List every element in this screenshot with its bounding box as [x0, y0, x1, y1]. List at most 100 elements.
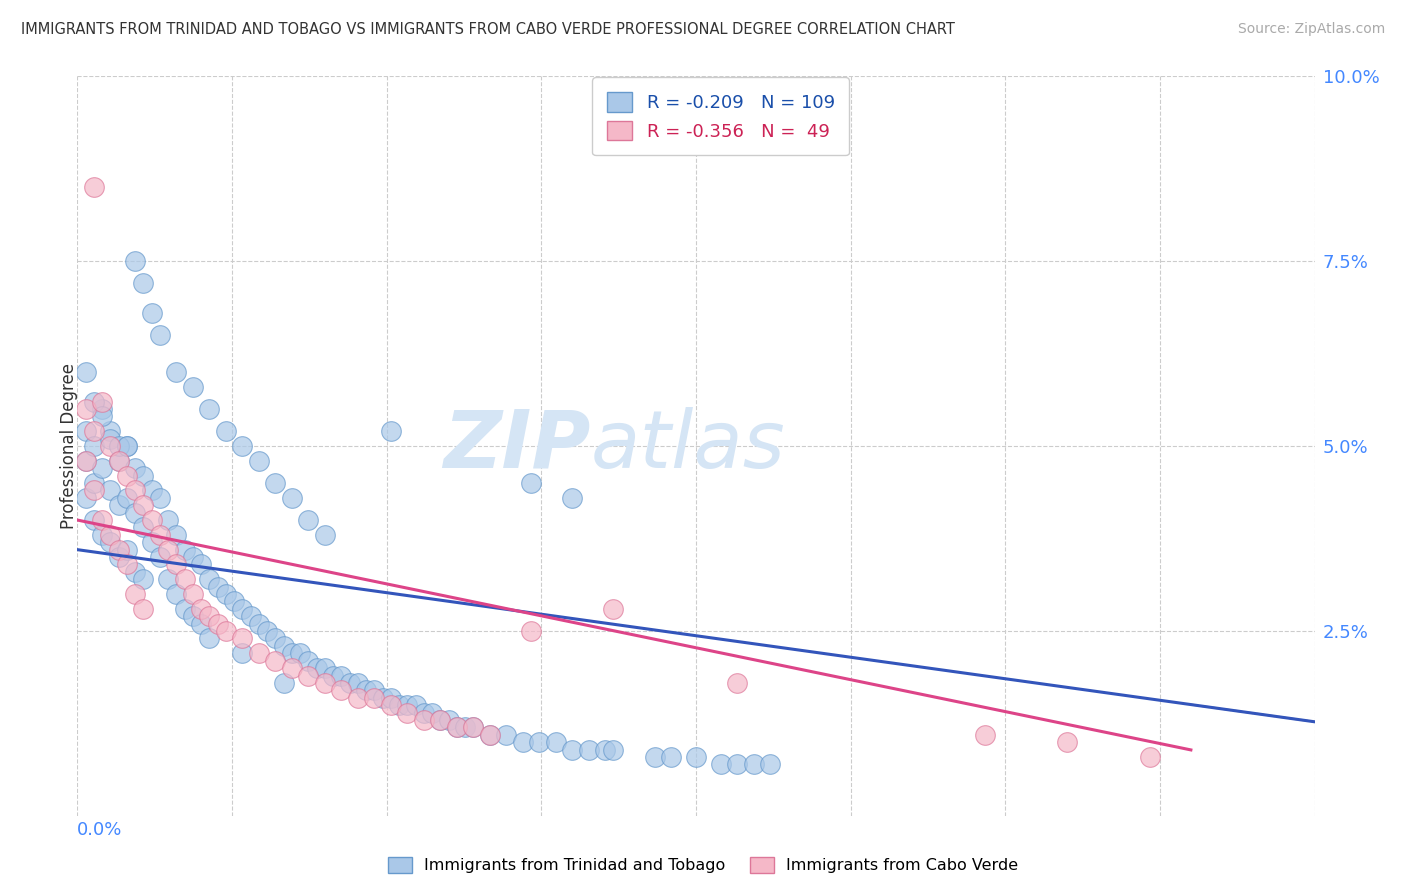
- Point: [273, 639, 295, 653]
- Point: [91, 513, 114, 527]
- Point: [264, 476, 287, 491]
- Point: [231, 602, 253, 616]
- Point: [198, 572, 221, 586]
- Point: [463, 720, 485, 734]
- Point: [115, 439, 138, 453]
- Legend: Immigrants from Trinidad and Tobago, Immigrants from Cabo Verde: Immigrants from Trinidad and Tobago, Imm…: [381, 850, 1025, 880]
- Point: [264, 632, 287, 646]
- Point: [83, 483, 105, 498]
- Point: [75, 454, 97, 468]
- Point: [91, 409, 114, 424]
- Point: [463, 720, 485, 734]
- Point: [98, 535, 121, 549]
- Point: [346, 676, 368, 690]
- Point: [420, 706, 443, 720]
- Point: [83, 439, 105, 453]
- Point: [231, 632, 253, 646]
- Point: [98, 528, 121, 542]
- Point: [363, 690, 385, 705]
- Point: [107, 542, 129, 557]
- Point: [239, 609, 262, 624]
- Point: [98, 483, 121, 498]
- Point: [181, 380, 204, 394]
- Point: [115, 468, 138, 483]
- Point: [75, 424, 97, 438]
- Point: [75, 454, 97, 468]
- Point: [165, 365, 187, 379]
- Point: [380, 698, 402, 712]
- Point: [222, 594, 245, 608]
- Point: [602, 742, 624, 756]
- Point: [91, 461, 114, 475]
- Point: [346, 690, 368, 705]
- Point: [273, 676, 295, 690]
- Point: [281, 491, 304, 505]
- Point: [215, 624, 238, 639]
- Point: [520, 476, 543, 491]
- Point: [388, 698, 411, 712]
- Point: [478, 728, 501, 742]
- Point: [512, 735, 534, 749]
- Point: [1139, 750, 1161, 764]
- Point: [446, 720, 468, 734]
- Point: [124, 461, 146, 475]
- Point: [124, 253, 146, 268]
- Point: [75, 491, 97, 505]
- Point: [297, 654, 319, 668]
- Point: [149, 528, 172, 542]
- Point: [141, 483, 163, 498]
- Point: [429, 713, 451, 727]
- Point: [231, 646, 253, 660]
- Point: [380, 690, 402, 705]
- Point: [157, 542, 180, 557]
- Text: 0.0%: 0.0%: [77, 822, 122, 839]
- Point: [141, 306, 163, 320]
- Point: [157, 572, 180, 586]
- Point: [181, 609, 204, 624]
- Point: [115, 558, 138, 572]
- Point: [520, 624, 543, 639]
- Point: [132, 602, 155, 616]
- Point: [75, 365, 97, 379]
- Point: [83, 179, 105, 194]
- Point: [396, 706, 419, 720]
- Point: [124, 483, 146, 498]
- Point: [429, 713, 451, 727]
- Point: [190, 602, 212, 616]
- Point: [190, 616, 212, 631]
- Point: [330, 683, 353, 698]
- Point: [207, 616, 229, 631]
- Point: [91, 528, 114, 542]
- Point: [314, 676, 336, 690]
- Point: [157, 513, 180, 527]
- Point: [529, 735, 551, 749]
- Point: [115, 439, 138, 453]
- Point: [98, 424, 121, 438]
- Point: [132, 498, 155, 512]
- Point: [578, 742, 600, 756]
- Point: [710, 757, 733, 772]
- Point: [281, 661, 304, 675]
- Point: [173, 602, 195, 616]
- Point: [231, 439, 253, 453]
- Text: Source: ZipAtlas.com: Source: ZipAtlas.com: [1237, 22, 1385, 37]
- Point: [115, 491, 138, 505]
- Point: [165, 528, 187, 542]
- Point: [107, 549, 129, 565]
- Point: [98, 439, 121, 453]
- Point: [288, 646, 311, 660]
- Point: [412, 713, 434, 727]
- Point: [132, 520, 155, 534]
- Point: [264, 654, 287, 668]
- Point: [247, 454, 270, 468]
- Point: [396, 698, 419, 712]
- Point: [478, 728, 501, 742]
- Point: [107, 454, 129, 468]
- Point: [297, 513, 319, 527]
- Point: [1056, 735, 1078, 749]
- Point: [561, 491, 583, 505]
- Point: [437, 713, 460, 727]
- Text: atlas: atlas: [591, 407, 786, 485]
- Point: [107, 498, 129, 512]
- Point: [98, 432, 121, 446]
